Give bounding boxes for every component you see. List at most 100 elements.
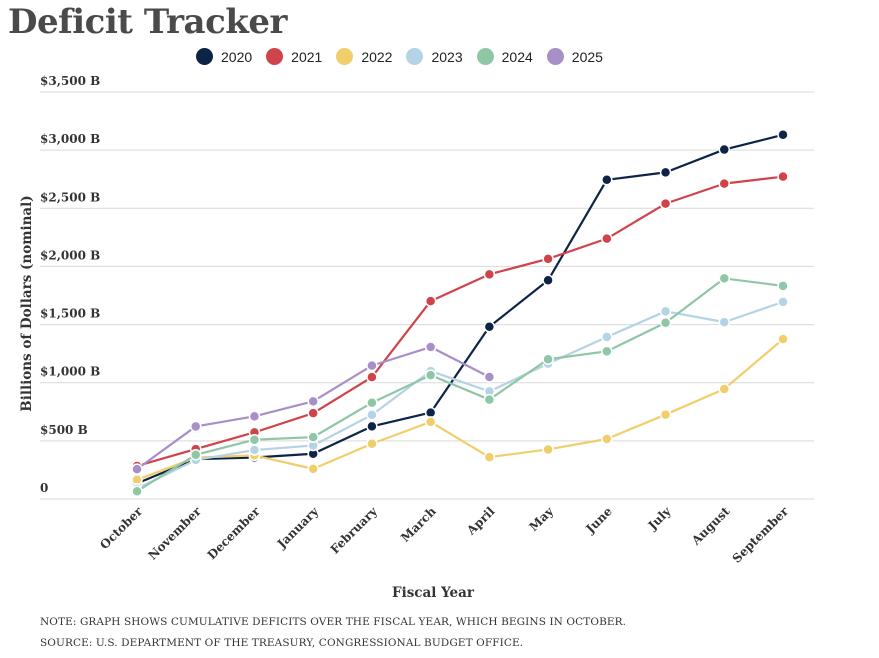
legend-item-2025[interactable]: 2025 xyxy=(546,48,603,65)
data-point-2024 xyxy=(777,280,789,292)
data-point-2021 xyxy=(718,177,731,190)
x-tick-label: May xyxy=(526,503,556,533)
series-line-2020 xyxy=(136,133,784,485)
data-point-2022 xyxy=(718,383,731,395)
x-tick-label: February xyxy=(328,504,381,557)
data-point-2025 xyxy=(131,463,143,475)
series-line-2024 xyxy=(136,277,784,493)
data-point-2022 xyxy=(307,463,319,475)
data-point-2020 xyxy=(601,174,613,186)
legend-label: 2021 xyxy=(291,48,323,65)
legend-item-2020[interactable]: 2020 xyxy=(196,48,252,65)
chart-source: SOURCE: U.S. DEPARTMENT OF THE TREASURY,… xyxy=(40,637,524,649)
data-point-2024 xyxy=(189,449,202,461)
x-tick-label: August xyxy=(688,504,732,548)
data-point-2024 xyxy=(601,345,613,358)
data-point-2023 xyxy=(718,316,731,328)
x-tick-label: January xyxy=(274,504,322,552)
data-point-2020 xyxy=(718,143,731,156)
data-point-2020 xyxy=(366,420,378,433)
y-tick-label: $500 B xyxy=(40,423,88,437)
data-point-2022 xyxy=(601,433,613,445)
x-axis-label: Fiscal Year xyxy=(392,585,475,601)
data-point-2021 xyxy=(483,268,496,281)
x-tick-label: October xyxy=(97,504,145,552)
data-point-2021 xyxy=(601,232,613,245)
data-point-2023 xyxy=(601,331,613,343)
data-point-2024 xyxy=(542,353,554,365)
y-tick-label: $3,000 B xyxy=(40,132,100,146)
data-point-2025 xyxy=(189,420,202,433)
data-point-2021 xyxy=(777,170,789,183)
legend-label: 2022 xyxy=(361,48,393,65)
y-tick-label: $3,500 B xyxy=(40,74,100,88)
y-tick-label: $2,500 B xyxy=(40,190,100,204)
legend-label: 2024 xyxy=(501,48,533,65)
x-tick-label: July xyxy=(645,503,675,533)
x-tick-label: April xyxy=(463,504,497,538)
data-point-2020 xyxy=(483,321,496,333)
legend-swatch xyxy=(546,48,564,65)
series-line-2022 xyxy=(136,338,784,481)
legend-item-2022[interactable]: 2022 xyxy=(336,48,392,65)
x-tick-label: December xyxy=(205,504,263,562)
legend-swatch xyxy=(406,48,424,65)
legend-swatch xyxy=(266,48,284,65)
data-point-2021 xyxy=(542,253,554,265)
data-point-2024 xyxy=(483,393,496,406)
y-tick-label: 0 xyxy=(40,481,48,495)
data-point-2022 xyxy=(366,438,378,450)
data-point-2024 xyxy=(718,272,731,285)
x-tick-label: November xyxy=(145,504,204,563)
legend-item-2024[interactable]: 2024 xyxy=(476,48,533,65)
legend-swatch xyxy=(336,48,354,65)
data-point-2021 xyxy=(659,197,672,210)
series-line-2023 xyxy=(136,300,784,490)
chart-legend: 2020 2021 2022 2023 2024 2025 xyxy=(196,48,603,65)
data-point-2024 xyxy=(659,316,672,329)
y-tick-label: $2,000 B xyxy=(40,248,100,262)
data-point-2024 xyxy=(307,431,319,443)
data-point-2024 xyxy=(248,433,261,446)
x-tick-label: June xyxy=(583,504,616,537)
data-point-2025 xyxy=(483,371,496,383)
x-tick-label: March xyxy=(398,504,439,545)
data-point-2021 xyxy=(424,295,437,307)
data-point-2025 xyxy=(307,395,319,408)
data-point-2024 xyxy=(366,396,378,409)
legend-item-2021[interactable]: 2021 xyxy=(266,48,322,65)
legend-item-2023[interactable]: 2023 xyxy=(406,48,463,65)
data-point-2023 xyxy=(248,444,261,456)
data-point-2021 xyxy=(307,407,319,419)
data-point-2022 xyxy=(659,408,672,421)
legend-label: 2020 xyxy=(221,48,253,65)
data-point-2021 xyxy=(366,371,378,383)
data-point-2020 xyxy=(777,129,789,141)
data-point-2023 xyxy=(366,409,378,421)
chart-note: NOTE: GRAPH SHOWS CUMULATIVE DEFICITS OV… xyxy=(40,616,627,628)
data-point-2023 xyxy=(777,296,789,308)
data-point-2025 xyxy=(248,410,261,423)
data-point-2020 xyxy=(424,406,437,419)
legend-swatch xyxy=(476,48,494,65)
data-point-2020 xyxy=(542,274,554,287)
legend-label: 2025 xyxy=(571,48,603,65)
series-line-2021 xyxy=(136,175,784,468)
chart-title: Deficit Tracker xyxy=(8,2,287,42)
legend-swatch xyxy=(196,48,213,65)
data-point-2024 xyxy=(131,485,143,497)
data-point-2024 xyxy=(424,369,437,381)
y-tick-label: $1,000 B xyxy=(40,365,100,379)
data-point-2022 xyxy=(542,443,554,456)
y-tick-label: $1,500 B xyxy=(40,307,100,321)
data-point-2022 xyxy=(777,333,789,345)
y-axis-label: Billions of Dollars (nominal) xyxy=(19,195,35,411)
legend-label: 2023 xyxy=(431,48,463,65)
x-tick-label: September xyxy=(730,504,792,566)
data-point-2020 xyxy=(659,166,672,179)
data-point-2022 xyxy=(483,451,496,463)
data-point-2025 xyxy=(366,359,378,372)
data-point-2022 xyxy=(424,416,437,428)
data-point-2025 xyxy=(424,341,437,353)
